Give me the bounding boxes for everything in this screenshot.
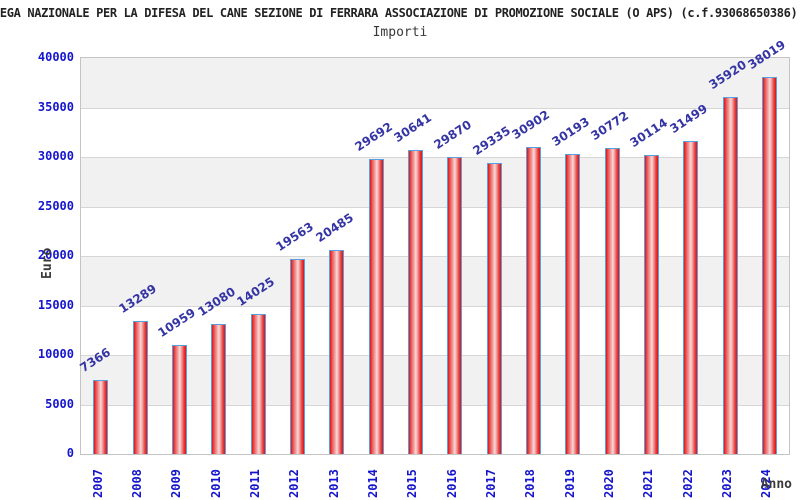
plot-area: 7366 13289 10959 13080 14025 19563 20485 29692 3… bbox=[77, 37, 790, 455]
ytick-label: 40000 bbox=[37, 50, 74, 64]
gridline bbox=[81, 206, 789, 208]
bar bbox=[683, 141, 699, 454]
year-label: 2008 bbox=[130, 469, 144, 498]
bar bbox=[93, 380, 109, 454]
gridline bbox=[81, 355, 789, 356]
ytick-label: 35000 bbox=[37, 99, 74, 114]
bar bbox=[250, 314, 266, 454]
year-label: 2016 bbox=[444, 469, 459, 498]
bar bbox=[407, 149, 423, 454]
plot-band bbox=[81, 355, 789, 405]
y-axis-title: Euro bbox=[40, 247, 55, 279]
ytick-label: 20000 bbox=[37, 248, 74, 262]
bar bbox=[525, 147, 541, 454]
plot-band bbox=[81, 58, 789, 108]
year-label: 2007 bbox=[90, 469, 105, 498]
bar bbox=[643, 154, 659, 454]
bar-value-label: 29870 bbox=[431, 117, 474, 153]
bar bbox=[132, 321, 148, 454]
bar-value-label: 30641 bbox=[391, 110, 435, 145]
bar bbox=[604, 148, 620, 454]
ytick-label: 0 bbox=[66, 446, 74, 460]
bar bbox=[289, 259, 305, 454]
year-label: 2014 bbox=[366, 469, 380, 498]
year-label: 2010 bbox=[208, 469, 223, 498]
bar-value-label: 19563 bbox=[273, 219, 317, 255]
bar bbox=[447, 157, 463, 454]
x-axis-title: Anno bbox=[760, 477, 792, 492]
plot-band bbox=[81, 157, 789, 207]
bar-value-label: 30114 bbox=[627, 115, 671, 150]
gridline bbox=[81, 107, 789, 109]
ytick-label: 30000 bbox=[37, 149, 74, 163]
bar bbox=[761, 76, 777, 454]
bar bbox=[329, 250, 345, 454]
gridline bbox=[81, 256, 789, 257]
year-label: 2013 bbox=[326, 469, 341, 498]
gridline bbox=[81, 157, 789, 158]
bar-value-label: 20485 bbox=[313, 210, 356, 246]
bar-value-label: 29335 bbox=[470, 123, 514, 158]
plot-band bbox=[81, 256, 789, 306]
bar bbox=[211, 323, 227, 454]
bar-value-label: 10959 bbox=[155, 305, 199, 340]
year-label: 2017 bbox=[484, 469, 498, 498]
bar-value-label: 30772 bbox=[588, 108, 632, 144]
year-label: 2020 bbox=[602, 469, 616, 498]
bar bbox=[486, 162, 502, 454]
bar bbox=[368, 159, 384, 454]
year-label: 2019 bbox=[562, 469, 577, 498]
chart-subtitle: Importi bbox=[372, 25, 428, 40]
gridline bbox=[81, 305, 789, 307]
bar bbox=[722, 97, 738, 454]
ytick-label: 5000 bbox=[45, 396, 74, 411]
year-label: 2021 bbox=[641, 469, 656, 498]
chart-main-title: LEGA NAZIONALE PER LA DIFESA DEL CANE SE… bbox=[0, 6, 798, 20]
year-label: 2015 bbox=[405, 469, 420, 498]
bar bbox=[171, 344, 187, 454]
year-label: 2011 bbox=[248, 469, 262, 498]
year-label: 2018 bbox=[523, 469, 538, 498]
year-label: 2022 bbox=[680, 469, 695, 498]
gridline bbox=[81, 404, 789, 406]
year-label: 2009 bbox=[169, 469, 184, 498]
ytick-label: 25000 bbox=[37, 198, 74, 213]
bar bbox=[565, 154, 581, 454]
year-label: 2023 bbox=[720, 469, 734, 498]
bar-value-label: 30193 bbox=[549, 114, 592, 150]
year-label: 2012 bbox=[287, 469, 302, 498]
ytick-label: 10000 bbox=[37, 347, 74, 361]
bar-value-label: 29692 bbox=[352, 119, 396, 155]
bar-value-label: 30902 bbox=[509, 107, 553, 143]
ytick-label: 15000 bbox=[37, 297, 74, 312]
